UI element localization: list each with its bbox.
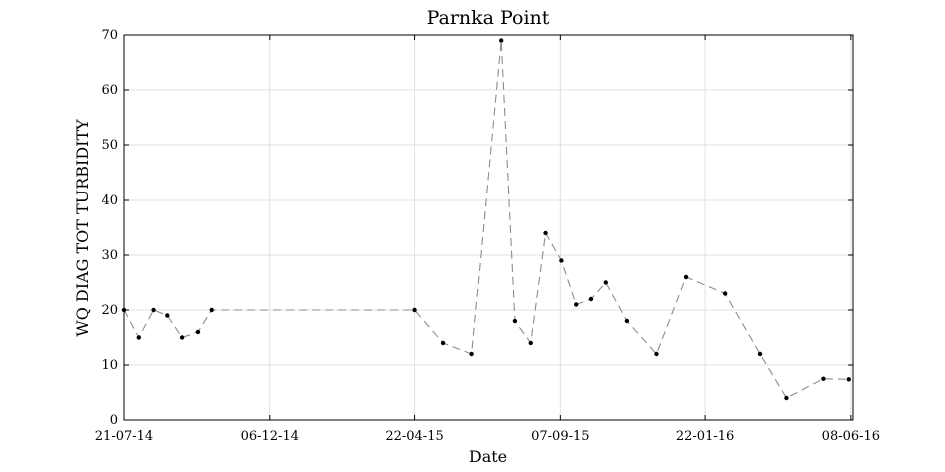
data-point	[654, 351, 659, 357]
data-point	[412, 307, 417, 313]
y-tick-label: 50	[101, 138, 118, 153]
data-point	[195, 329, 201, 335]
plot-frame	[123, 34, 854, 421]
data-point	[821, 376, 826, 381]
data-point	[179, 335, 185, 340]
data-point	[683, 274, 689, 280]
y-tick-label: 10	[101, 358, 118, 373]
y-tick-label: 0	[110, 413, 118, 428]
data-point	[603, 280, 608, 285]
y-axis-label: WQ DIAG TOT TURBIDITY	[73, 119, 92, 337]
data-point	[136, 335, 141, 340]
data-point	[209, 307, 214, 313]
y-tick-label: 70	[101, 28, 118, 43]
data-point	[846, 377, 851, 382]
series-line	[123, 40, 849, 399]
axes: 0 10 20 30 40 50 60 70 21-07-14 06-12-14 22-04-15 0…	[95, 28, 880, 444]
data-point	[624, 318, 630, 324]
y-tick-label: 20	[101, 303, 118, 318]
x-tick-label: 08-06-16	[822, 429, 880, 444]
y-tick-label: 30	[101, 248, 118, 263]
x-tick-label: 07-09-15	[531, 429, 589, 444]
data-point	[757, 351, 763, 357]
data-point	[440, 340, 446, 346]
x-tick-label: 21-07-14	[95, 429, 153, 444]
data-point	[498, 38, 504, 43]
chart-title: Parnka Point	[427, 7, 550, 29]
data-point	[151, 307, 156, 313]
data-point	[573, 302, 579, 307]
data-point	[469, 351, 474, 357]
y-tick-label: 60	[101, 83, 118, 98]
data-point	[784, 395, 789, 401]
data-point	[165, 313, 170, 318]
data-point	[543, 230, 548, 236]
x-tick-label: 22-01-16	[676, 429, 734, 444]
data-point	[722, 291, 728, 296]
series-layer	[121, 38, 851, 401]
data-point	[559, 258, 564, 263]
data-point	[588, 296, 594, 302]
y-tick-label: 40	[101, 193, 118, 208]
x-axis-label: Date	[469, 447, 507, 466]
x-tick-label: 06-12-14	[241, 429, 299, 444]
grid	[123, 34, 853, 421]
x-tick-label: 22-04-15	[385, 429, 443, 444]
data-point	[512, 318, 518, 324]
data-point	[528, 340, 533, 346]
